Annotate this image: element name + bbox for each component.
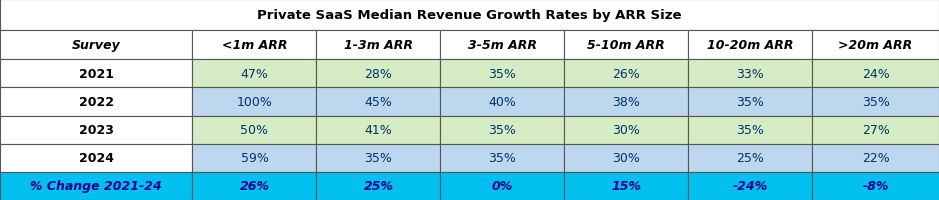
Bar [0, 31, 192, 60]
Text: 47%: 47% [240, 68, 269, 80]
Text: 100%: 100% [237, 96, 272, 108]
Text: 2023: 2023 [79, 124, 114, 136]
Bar [316, 60, 440, 88]
Bar [316, 172, 440, 200]
Text: >20m ARR: >20m ARR [839, 39, 913, 52]
Text: 45%: 45% [364, 96, 393, 108]
Bar [192, 60, 316, 88]
Text: Survey: Survey [72, 39, 120, 52]
Bar [316, 144, 440, 172]
Bar [316, 31, 440, 60]
Text: 25%: 25% [363, 180, 393, 192]
Bar [812, 116, 939, 144]
Bar [440, 88, 564, 116]
Bar [564, 144, 688, 172]
Bar [440, 172, 564, 200]
Bar [688, 31, 812, 60]
Text: 27%: 27% [862, 124, 889, 136]
Bar [812, 172, 939, 200]
Text: 35%: 35% [862, 96, 889, 108]
Text: -8%: -8% [862, 180, 889, 192]
Bar [812, 144, 939, 172]
Text: Private SaaS Median Revenue Growth Rates by ARR Size: Private SaaS Median Revenue Growth Rates… [257, 9, 682, 22]
Bar [564, 116, 688, 144]
Bar [0, 144, 192, 172]
Text: 2024: 2024 [79, 152, 114, 164]
Text: 33%: 33% [736, 68, 764, 80]
Text: 35%: 35% [736, 96, 764, 108]
Text: % Change 2021-24: % Change 2021-24 [30, 180, 162, 192]
Text: 38%: 38% [612, 96, 640, 108]
Bar [688, 60, 812, 88]
Bar [440, 60, 564, 88]
Text: 28%: 28% [364, 68, 393, 80]
Text: 41%: 41% [364, 124, 393, 136]
Bar [192, 116, 316, 144]
Bar [440, 144, 564, 172]
Bar [564, 31, 688, 60]
Bar [0, 88, 192, 116]
Bar [688, 144, 812, 172]
Text: 0%: 0% [492, 180, 513, 192]
Text: 1-3m ARR: 1-3m ARR [344, 39, 413, 52]
Bar [564, 60, 688, 88]
Text: 35%: 35% [488, 152, 516, 164]
Text: 22%: 22% [862, 152, 889, 164]
Bar [688, 88, 812, 116]
Bar [316, 116, 440, 144]
Bar [316, 88, 440, 116]
Bar [0, 60, 192, 88]
Bar [812, 88, 939, 116]
Text: 15%: 15% [611, 180, 641, 192]
Bar [192, 172, 316, 200]
Bar [812, 60, 939, 88]
Bar [192, 144, 316, 172]
Text: 59%: 59% [240, 152, 269, 164]
Text: -24%: -24% [732, 180, 768, 192]
Text: 2022: 2022 [79, 96, 114, 108]
Bar [564, 172, 688, 200]
Text: 50%: 50% [240, 124, 269, 136]
Text: 40%: 40% [488, 96, 516, 108]
Bar [688, 116, 812, 144]
Text: 35%: 35% [736, 124, 764, 136]
Bar [812, 31, 939, 60]
Bar [192, 88, 316, 116]
Text: 3-5m ARR: 3-5m ARR [468, 39, 537, 52]
Text: 24%: 24% [862, 68, 889, 80]
Text: 26%: 26% [239, 180, 269, 192]
Text: 30%: 30% [612, 152, 640, 164]
Text: 25%: 25% [736, 152, 764, 164]
Bar [192, 31, 316, 60]
Bar [564, 88, 688, 116]
Text: 35%: 35% [488, 124, 516, 136]
Text: 2021: 2021 [79, 68, 114, 80]
Text: 10-20m ARR: 10-20m ARR [707, 39, 793, 52]
Text: 35%: 35% [364, 152, 393, 164]
Text: 26%: 26% [612, 68, 640, 80]
Bar [0, 116, 192, 144]
Bar [440, 31, 564, 60]
Text: 30%: 30% [612, 124, 640, 136]
Bar [440, 116, 564, 144]
Text: 5-10m ARR: 5-10m ARR [588, 39, 665, 52]
Bar [688, 172, 812, 200]
Text: <1m ARR: <1m ARR [222, 39, 287, 52]
Bar [0, 172, 192, 200]
Bar [0, 0, 939, 31]
Text: 35%: 35% [488, 68, 516, 80]
